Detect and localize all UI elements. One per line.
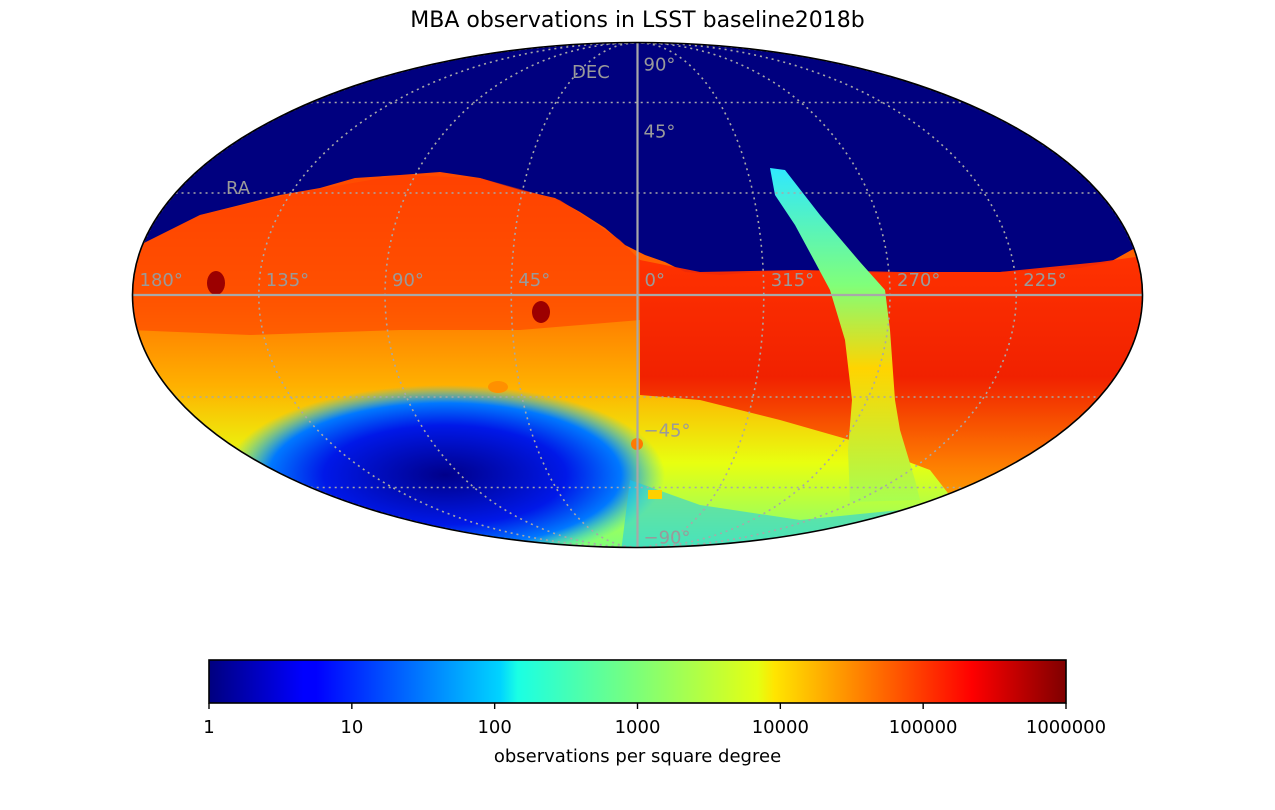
ra-tick-label: 225° xyxy=(1023,270,1066,291)
chart-title: MBA observations in LSST baseline2018b xyxy=(410,8,864,33)
colorbar-tick-label: 10000 xyxy=(752,717,809,738)
graticule-axes xyxy=(132,42,1143,548)
colorbar-tick-label: 100000 xyxy=(889,717,958,738)
colorbar-tick-label: 1 xyxy=(203,717,214,738)
graticule-labels: 180° 135° 90° 45° 0° 315° 270° 225° 90° 45° −45° −9… xyxy=(140,55,1067,549)
dec-tick-label: −90° xyxy=(644,528,691,549)
sky-hotspot-1 xyxy=(207,271,225,295)
ra-tick-label: 270° xyxy=(897,270,940,291)
sky-hotspot-3 xyxy=(488,381,508,393)
colorbar-tick-label: 100 xyxy=(477,717,511,738)
colorbar-label: observations per square degree xyxy=(494,746,781,767)
ra-tick-label: 135° xyxy=(266,270,309,291)
ra-grid-line xyxy=(510,42,638,548)
sky-map xyxy=(132,42,1143,548)
ra-tick-label: 90° xyxy=(392,270,424,291)
sky-south-hole xyxy=(225,385,665,548)
sky-map-boundary xyxy=(131,41,1144,549)
colorbar-tick-label: 1000 xyxy=(615,717,661,738)
dec-tick-label: −45° xyxy=(644,421,691,442)
colorbar-tick-label: 10 xyxy=(340,717,363,738)
dec-tick-label: 90° xyxy=(644,55,676,76)
sky-stripe xyxy=(770,168,920,502)
ra-tick-label: 315° xyxy=(771,270,814,291)
colorbar: 1 10 100 1000 10000 100000 1000000 observation… xyxy=(203,659,1106,767)
ra-tick-label: 45° xyxy=(518,270,550,291)
ra-axis-label: RA xyxy=(226,178,251,199)
dec-tick-label: 45° xyxy=(644,122,676,143)
ra-tick-label: 180° xyxy=(140,270,183,291)
sky-hotspot-2 xyxy=(532,301,550,323)
sky-hotspot-5 xyxy=(648,490,662,499)
dec-axis-label: DEC xyxy=(572,62,610,83)
colorbar-ticks: 1 10 100 1000 10000 100000 1000000 xyxy=(203,703,1106,738)
colorbar-bar xyxy=(208,659,1067,704)
ra-tick-label: 0° xyxy=(645,270,665,291)
colorbar-tick-label: 1000000 xyxy=(1026,717,1106,738)
